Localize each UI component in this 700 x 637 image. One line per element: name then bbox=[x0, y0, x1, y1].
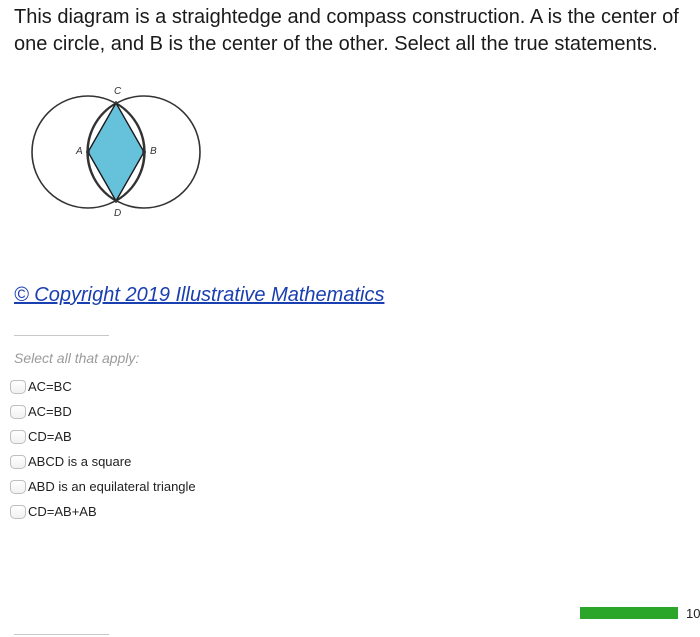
select-instruction: Select all that apply: bbox=[0, 336, 700, 366]
option-row[interactable]: ABD is an equilateral triangle bbox=[10, 474, 700, 499]
svg-text:C: C bbox=[114, 86, 122, 97]
checkbox[interactable] bbox=[10, 405, 26, 419]
svg-text:B: B bbox=[150, 146, 157, 157]
option-label: ABD is an equilateral triangle bbox=[28, 479, 196, 494]
question-text: This diagram is a straightedge and compa… bbox=[0, 0, 700, 58]
diagram-container: A B C D bbox=[0, 58, 700, 244]
checkbox[interactable] bbox=[10, 430, 26, 444]
options-list: AC=BC AC=BD CD=AB ABCD is a square ABD is an… bbox=[0, 366, 700, 524]
copyright-line: © Copyright 2019 Illustrative Mathematic… bbox=[0, 244, 700, 307]
bottom-divider bbox=[14, 634, 109, 635]
option-label: AC=BD bbox=[28, 404, 72, 419]
option-label: ABCD is a square bbox=[28, 454, 131, 469]
option-row[interactable]: AC=BD bbox=[10, 399, 700, 424]
svg-text:D: D bbox=[114, 208, 121, 219]
option-row[interactable]: ABCD is a square bbox=[10, 449, 700, 474]
copyright-link[interactable]: © Copyright 2019 Illustrative Mathematic… bbox=[14, 284, 384, 306]
construction-diagram: A B C D bbox=[14, 64, 244, 239]
progress-bar bbox=[580, 607, 678, 619]
option-label: AC=BC bbox=[28, 379, 72, 394]
checkbox[interactable] bbox=[10, 505, 26, 519]
checkbox[interactable] bbox=[10, 455, 26, 469]
checkbox[interactable] bbox=[10, 380, 26, 394]
svg-text:A: A bbox=[75, 146, 83, 157]
option-row[interactable]: CD=AB+AB bbox=[10, 499, 700, 524]
option-row[interactable]: AC=BC bbox=[10, 374, 700, 399]
option-row[interactable]: CD=AB bbox=[10, 424, 700, 449]
question-text-content: This diagram is a straightedge and compa… bbox=[14, 6, 679, 55]
checkbox[interactable] bbox=[10, 480, 26, 494]
option-label: CD=AB bbox=[28, 429, 72, 444]
option-label: CD=AB+AB bbox=[28, 504, 97, 519]
progress-value: 10 bbox=[686, 606, 700, 621]
